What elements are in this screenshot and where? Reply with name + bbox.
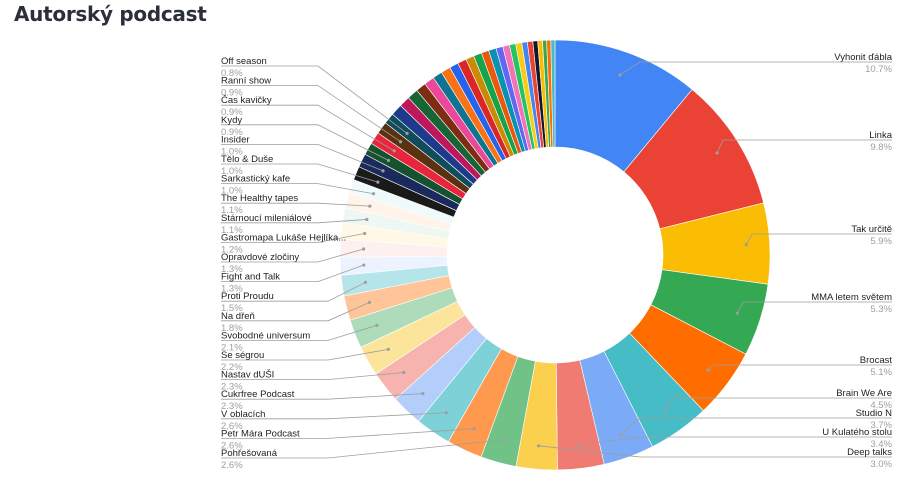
slice-label-23: Sarkastický kafe [221, 174, 290, 185]
leader-line-23 [221, 183, 374, 195]
slice-label-29: Off season [221, 56, 267, 67]
slice-percent-4: 5.1% [870, 367, 892, 378]
slice-label-1: Linka [869, 130, 892, 141]
page-title: Autorský podcast [14, 2, 207, 26]
leader-line-19 [221, 248, 364, 263]
leader-line-18 [221, 264, 364, 283]
slice-percent-20: 1.2% [221, 244, 243, 255]
slice-label-11: V oblacích [221, 409, 265, 420]
slice-label-28: Ranní show [221, 76, 271, 87]
slice-percent-11: 2.6% [221, 421, 243, 432]
leader-line-28 [221, 85, 401, 143]
slice-label-2: Tak určitě [851, 224, 892, 235]
leader-line-12 [221, 393, 423, 400]
slice-label-3: MMA letem světem [811, 292, 892, 303]
leader-line-8 [538, 445, 892, 458]
slice-percent-24: 1.0% [221, 166, 243, 177]
slice-percent-10: 2.6% [221, 440, 243, 451]
leader-line-9 [221, 439, 505, 459]
slice-label-6: Studio N [856, 408, 893, 419]
slice-percent-5: 4.5% [870, 400, 892, 411]
slice-label-27: Čas kavičky [221, 95, 272, 106]
slice-percent-29: 0.8% [221, 68, 243, 79]
slice-percent-28: 0.9% [221, 88, 243, 99]
leader-line-22 [221, 202, 370, 207]
slice-label-24: Tělo & Duše [221, 154, 273, 165]
leader-line-20 [221, 233, 365, 243]
slice-percent-7: 3.4% [870, 439, 892, 450]
leader-line-11 [221, 412, 447, 420]
slice-label-8: Deep talks [847, 447, 892, 458]
slice-percent-16: 1.8% [221, 323, 243, 334]
slice-percent-9: 2.6% [221, 460, 243, 471]
slice-label-5: Brain We Are [836, 388, 892, 399]
leader-line-4 [707, 364, 892, 371]
slice-percent-3: 5.3% [870, 304, 892, 315]
leader-line-24 [221, 163, 379, 183]
slice-label-14: Se ségrou [221, 350, 264, 361]
slice-percent-8: 3.0% [870, 459, 892, 470]
leader-line-2 [745, 233, 892, 245]
leader-line-7 [578, 436, 892, 446]
slice-label-9: Pohřešovaná [221, 448, 278, 459]
slice-label-7: U Kulatého stolu [822, 427, 892, 438]
leader-line-17 [221, 281, 366, 302]
slice-percent-12: 2.3% [221, 401, 243, 412]
leader-lines [221, 61, 892, 459]
leader-line-15 [221, 324, 377, 341]
leader-line-14 [221, 348, 389, 361]
slice-percent-27: 0.9% [221, 107, 243, 118]
slice-label-22: The Healthy tapes [221, 193, 298, 204]
slice-percent-21: 1.1% [221, 225, 243, 236]
slice-percent-14: 2.2% [221, 362, 243, 373]
slice-label-10: Petr Mára Podcast [221, 428, 300, 439]
leader-line-27 [221, 104, 395, 152]
leader-line-16 [221, 301, 370, 322]
leader-line-25 [221, 143, 384, 172]
slice-percent-15: 2.1% [221, 342, 243, 353]
slice-label-15: Svobodné universum [221, 330, 310, 341]
slice-percent-13: 2.3% [221, 382, 243, 393]
slice-label-21: Stárnoucí mileniálové [221, 213, 312, 224]
leader-line-21 [221, 219, 367, 224]
donut-hole [447, 147, 663, 363]
slice-label-17: Proti Proudu [221, 291, 274, 302]
slice-label-4: Brocast [860, 355, 893, 366]
leader-line-10 [221, 428, 475, 439]
slice-percent-18: 1.3% [221, 284, 243, 295]
slice-percent-1: 9.8% [870, 142, 892, 153]
leader-line-6 [620, 417, 892, 436]
slice-percent-6: 3.7% [870, 420, 892, 431]
slice-percent-22: 1.1% [221, 205, 243, 216]
leader-line-13 [221, 372, 404, 381]
slice-label-25: Insider [221, 134, 250, 145]
leader-line-0 [619, 61, 892, 76]
slice-percent-2: 5.9% [870, 236, 892, 247]
slice-label-26: Kydy [221, 115, 242, 126]
leader-dot-19 [361, 247, 366, 251]
slice-label-13: Nastav dUŠI [221, 370, 274, 381]
leader-line-26 [221, 124, 389, 161]
slice-percent-26: 0.9% [221, 127, 243, 138]
slice-label-12: Cukrfree Podcast [221, 389, 295, 400]
leader-line-5 [665, 397, 892, 412]
slice-label-18: Fight and Talk [221, 272, 280, 283]
slice-percent-25: 1.0% [221, 146, 243, 157]
slice-percent-0: 10.7% [865, 64, 892, 75]
slice-percent-23: 1.0% [221, 186, 243, 197]
leader-line-3 [737, 301, 892, 314]
slice-label-19: Opravdové zločiny [221, 252, 299, 263]
slice-percent-17: 1.5% [221, 303, 243, 314]
leader-line-1 [716, 139, 892, 154]
slice-label-16: Na dřeň [221, 311, 255, 322]
leader-dot-20 [363, 231, 367, 236]
slice-label-20: Gastromapa Lukáše Hejlíka... [221, 232, 346, 243]
slice-label-0: Vyhonit ďábla [834, 52, 892, 63]
leader-line-29 [221, 65, 408, 134]
slice-percent-19: 1.3% [221, 264, 243, 275]
donut-slices [339, 39, 771, 471]
